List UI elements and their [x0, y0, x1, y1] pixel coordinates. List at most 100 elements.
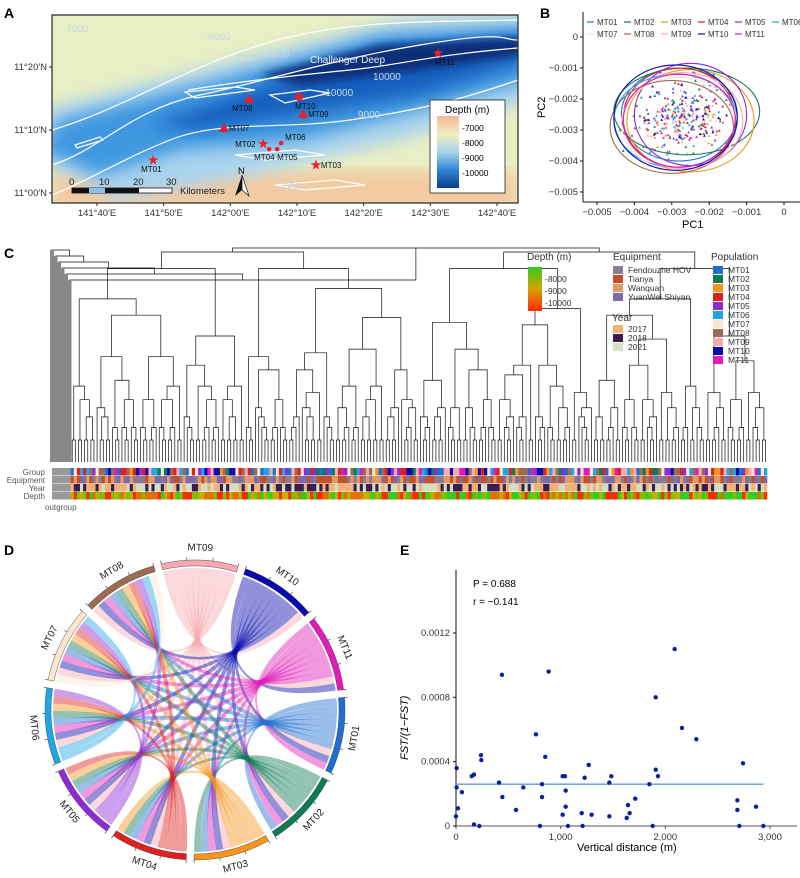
tree-branch	[326, 427, 333, 462]
tree-branch	[373, 439, 378, 462]
depth-track-cell	[412, 492, 417, 500]
tree-branch	[343, 427, 350, 462]
legend-swatch	[613, 334, 623, 342]
depth-track-cell	[282, 492, 286, 500]
group-track-cell	[533, 468, 538, 476]
site-label: MT06	[285, 133, 306, 142]
pca-point	[679, 97, 683, 101]
year-track-cell	[645, 484, 650, 492]
tree-branch	[315, 288, 383, 353]
tree-branch	[367, 439, 371, 462]
group-track-cell	[254, 468, 258, 476]
group-track-cell	[359, 468, 364, 476]
track-label: Year	[29, 484, 46, 493]
pca-point	[711, 99, 715, 103]
group-track-cell	[86, 468, 90, 476]
group-track-cell	[707, 468, 712, 476]
depth-track-cell	[605, 492, 609, 500]
tree-branch	[406, 427, 412, 462]
pca-point	[660, 145, 664, 148]
pca-point	[701, 103, 705, 107]
tree-branch	[186, 427, 193, 462]
year-track-cell	[288, 484, 292, 492]
year-track-cell	[689, 484, 693, 492]
data-point	[589, 812, 594, 817]
depth-legend-tick: -8000	[462, 138, 484, 148]
tree-branch	[696, 427, 703, 462]
tree-branch	[682, 427, 689, 462]
tree-legends: Depth (m) -8000 -9000 -10000 Equipment F…	[527, 252, 758, 365]
group-track-cell	[763, 468, 768, 476]
data-point	[459, 790, 465, 795]
group-track-cell	[642, 468, 647, 476]
tree-branch	[272, 427, 278, 462]
chord-tick	[160, 560, 162, 564]
depth-track-cell	[639, 492, 643, 500]
equipment-track-cell	[282, 476, 286, 484]
tree-branch	[503, 427, 510, 462]
pca-point	[657, 103, 661, 106]
year-track-cell	[474, 484, 479, 492]
pca-point	[648, 150, 652, 154]
pca-point	[672, 111, 676, 115]
tree-branch	[365, 399, 376, 440]
depth-track-cell	[297, 492, 301, 500]
tree-branch	[353, 427, 359, 462]
year-track-cell	[135, 484, 140, 492]
year-track-cell	[667, 484, 671, 492]
year-track-cell	[120, 484, 124, 492]
tree-branch	[196, 439, 201, 462]
depth-track-cell	[263, 492, 267, 500]
year-track-cell	[471, 484, 476, 492]
pca-point	[694, 110, 698, 113]
tree-branch	[681, 439, 685, 462]
data-point	[737, 823, 742, 829]
pca-point	[643, 121, 646, 125]
tree-branch	[362, 416, 370, 440]
tree-branch	[712, 439, 717, 462]
pca-point	[714, 133, 718, 136]
tree-branch	[564, 427, 570, 462]
tree-branch	[671, 439, 676, 462]
lat-tick-label: 11°20′N	[14, 62, 47, 73]
data-point	[609, 773, 614, 779]
tree-branch	[283, 439, 288, 462]
pca-point	[677, 128, 681, 132]
group-track-cell	[247, 468, 252, 476]
chord-tick	[268, 576, 271, 580]
chord-ribbon	[233, 578, 330, 764]
pca-point	[695, 114, 699, 117]
group-track-cell	[285, 468, 289, 476]
pca-point	[671, 102, 674, 106]
pca-point	[676, 106, 680, 110]
pca-point	[700, 123, 704, 127]
pca-point	[703, 139, 707, 143]
depth-track-cell	[589, 492, 594, 500]
year-track-cell	[493, 484, 497, 492]
equipment-track-cell	[216, 476, 221, 484]
pca-point	[664, 104, 668, 107]
equipment-track-cell	[729, 476, 734, 484]
pca-point	[652, 116, 656, 120]
depth-track-cell	[260, 492, 264, 500]
year-track-cell	[132, 484, 137, 492]
year-track-cell	[605, 484, 609, 492]
site-marker-triangle	[298, 108, 309, 118]
year-track-cell	[577, 484, 581, 492]
year-track-cell	[375, 484, 379, 492]
year-track-cell	[589, 484, 594, 492]
depth-track-cell	[409, 492, 413, 500]
chord-segment	[271, 777, 328, 837]
site-label: MT04	[254, 153, 275, 162]
year-track-cell	[664, 484, 668, 492]
depth-track-cell	[104, 492, 109, 500]
tree-branch	[291, 427, 297, 462]
legend-swatch	[713, 275, 723, 283]
data-point	[607, 780, 612, 785]
legend-label: Fendouzhe HOV	[628, 265, 692, 275]
depth-track-cell	[704, 492, 709, 500]
pca-point	[643, 118, 647, 122]
group-track-cell	[434, 468, 438, 476]
tree-branch	[738, 427, 745, 462]
tree-branch	[497, 439, 502, 462]
